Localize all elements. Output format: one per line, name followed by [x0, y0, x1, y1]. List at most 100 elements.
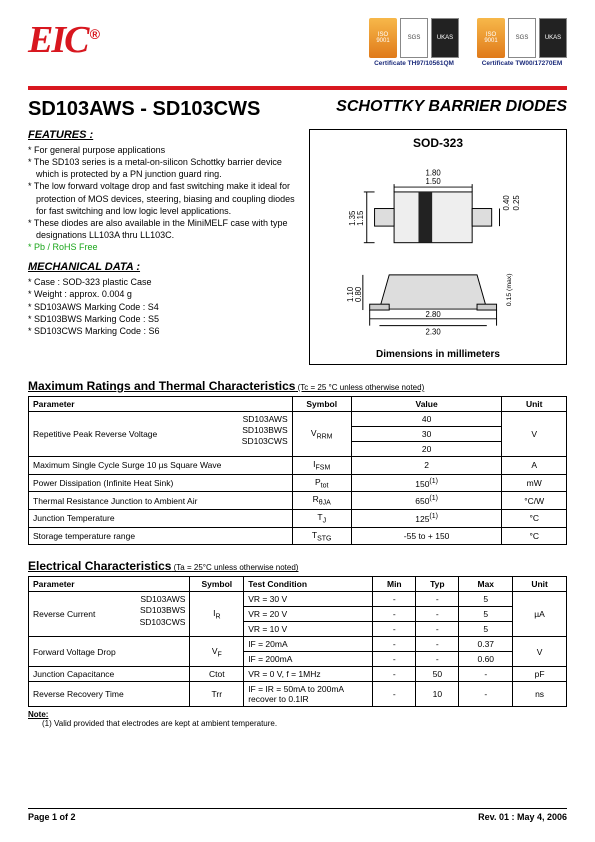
cond: IF = 200mA	[244, 652, 373, 667]
param: Reverse Current	[33, 609, 95, 619]
sub: SD103AWS	[140, 594, 186, 605]
typ: -	[416, 652, 459, 667]
unit: mW	[502, 474, 567, 492]
cert-badge-icon: UKAS	[539, 18, 567, 58]
note-head: Note:	[28, 710, 48, 719]
th: Test Condition	[244, 577, 373, 592]
param: Forward Voltage Drop	[29, 637, 190, 667]
unit: °C/W	[502, 492, 567, 510]
cert-badge-icon: UKAS	[431, 18, 459, 58]
cert-block: ISO9001 SGS UKAS Certificate TH97/10561Q…	[369, 18, 567, 67]
table-row: Thermal Resistance Junction to Ambient A…	[29, 492, 567, 510]
feature-item: * For general purpose applications	[28, 144, 299, 156]
maxratings-title-text: Maximum Ratings and Thermal Characterist…	[28, 379, 295, 393]
table-row: Junction Capacitance Ctot VR = 0 V, f = …	[29, 667, 567, 682]
elec-table: Parameter Symbol Test Condition Min Typ …	[28, 576, 567, 707]
max: 0.37	[459, 637, 513, 652]
value: 40	[351, 412, 502, 427]
logo-registered: ®	[89, 26, 99, 42]
dim-label: 1.15	[356, 210, 365, 226]
table-row: Power Dissipation (Infinite Heat Sink) P…	[29, 474, 567, 492]
dim-label: 2.80	[426, 310, 442, 319]
th: Value	[351, 397, 502, 412]
dim-label: 0.25	[512, 195, 521, 211]
dim-label: 1.80	[426, 168, 442, 177]
notes: Note: (1) Valid provided that electrodes…	[28, 710, 567, 728]
table-row: Maximum Single Cycle Surge 10 µs Square …	[29, 457, 567, 475]
cert-2-label: Certificate TW00/17270EM	[482, 60, 563, 67]
cert-1-label: Certificate TH97/10561QM	[374, 60, 454, 67]
table-row: Reverse Current SD103AWS SD103BWS SD103C…	[29, 592, 567, 607]
th: Unit	[513, 577, 567, 592]
symbol: RθJA	[292, 492, 351, 510]
symbol: Ctot	[190, 667, 244, 682]
table-header-row: Parameter Symbol Test Condition Min Typ …	[29, 577, 567, 592]
elec-title-text: Electrical Characteristics	[28, 559, 171, 573]
max: 5	[459, 592, 513, 607]
logo-text: EIC	[28, 18, 87, 62]
cert-badge-icon: ISO9001	[369, 18, 397, 58]
param: Thermal Resistance Junction to Ambient A…	[29, 492, 293, 510]
unit: ns	[513, 682, 567, 707]
typ: -	[416, 622, 459, 637]
sub: SD103BWS	[242, 425, 288, 436]
cond: VR = 10 V	[244, 622, 373, 637]
sub: SD103AWS	[242, 414, 288, 425]
package-diagram-box: SOD-323 1.80 1.50 1.35 1.15 0.40 0.25	[309, 129, 567, 365]
package-diagram: 1.80 1.50 1.35 1.15 0.40 0.25 1.10 0.80	[316, 154, 560, 347]
min: -	[373, 667, 416, 682]
min: -	[373, 682, 416, 707]
typ: -	[416, 592, 459, 607]
title-right: SCHOTTKY BARRIER DIODES	[336, 98, 567, 116]
value: 30	[351, 427, 502, 442]
feature-item: * The low forward voltage drop and fast …	[28, 180, 299, 216]
cert-badge-icon: ISO9001	[477, 18, 505, 58]
value: 2	[351, 457, 502, 475]
rohs-note: * Pb / RoHS Free	[28, 241, 299, 253]
min: -	[373, 652, 416, 667]
max: -	[459, 667, 513, 682]
max: 0.60	[459, 652, 513, 667]
logo: EIC ®	[28, 18, 100, 62]
max: 5	[459, 607, 513, 622]
param: Maximum Single Cycle Surge 10 µs Square …	[29, 457, 293, 475]
features-list: * For general purpose applications * The…	[28, 144, 299, 253]
table-row: Storage temperature range TSTG -55 to + …	[29, 527, 567, 545]
sub: SD103BWS	[140, 605, 186, 616]
cond: VR = 20 V	[244, 607, 373, 622]
min: -	[373, 622, 416, 637]
max: 5	[459, 622, 513, 637]
param: Storage temperature range	[29, 527, 293, 545]
cond: IF = IR = 50mA to 200mA recover to 0.1IR	[244, 682, 373, 707]
diagram-caption: Dimensions in millimeters	[316, 349, 560, 360]
dim-label: 1.50	[426, 177, 442, 186]
mech-item: * SD103BWS Marking Code : S5	[28, 313, 299, 325]
max: -	[459, 682, 513, 707]
title-row: SD103AWS - SD103CWS SCHOTTKY BARRIER DIO…	[28, 98, 567, 121]
table-row: Forward Voltage Drop VF IF = 20mA - - 0.…	[29, 637, 567, 652]
red-divider	[28, 86, 567, 90]
maxratings-title: Maximum Ratings and Thermal Characterist…	[28, 379, 567, 393]
min: -	[373, 607, 416, 622]
symbol: Ptot	[292, 474, 351, 492]
symbol: Trr	[190, 682, 244, 707]
dim-label: 0.80	[354, 286, 363, 302]
left-column: FEATURES : * For general purpose applica…	[28, 129, 299, 365]
sub: SD103CWS	[140, 617, 186, 628]
min: -	[373, 592, 416, 607]
features-head: FEATURES :	[28, 129, 299, 141]
th: Symbol	[292, 397, 351, 412]
cert-badge-icon: SGS	[508, 18, 536, 58]
mech-head: MECHANICAL DATA :	[28, 261, 299, 273]
mech-item: * Case : SOD-323 plastic Case	[28, 276, 299, 288]
title-left: SD103AWS - SD103CWS	[28, 98, 260, 121]
cert-1: ISO9001 SGS UKAS Certificate TH97/10561Q…	[369, 18, 459, 67]
th: Parameter	[29, 577, 190, 592]
footer-right: Rev. 01 : May 4, 2006	[478, 812, 567, 822]
feature-item: * The SD103 series is a metal-on-silicon…	[28, 156, 299, 180]
th: Symbol	[190, 577, 244, 592]
typ: 50	[416, 667, 459, 682]
symbol: VRRM	[292, 412, 351, 457]
symbol: VF	[190, 637, 244, 667]
elec-title: Electrical Characteristics (Ta = 25°C un…	[28, 559, 567, 573]
